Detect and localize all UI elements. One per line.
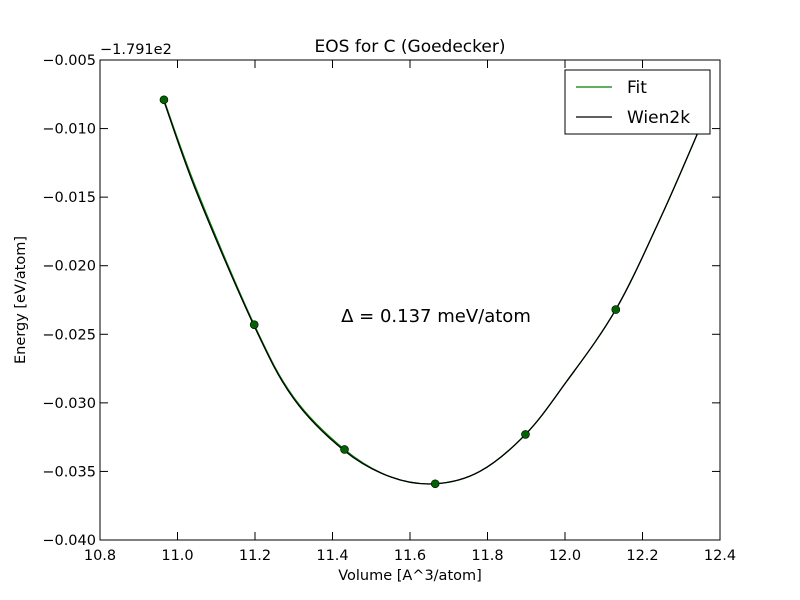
y-tick-label: −0.030	[42, 396, 96, 412]
plot-frame	[99, 59, 721, 541]
legend-box	[564, 69, 711, 135]
delta-annotation: Δ = 0.137 meV/atom	[341, 306, 531, 327]
y-tick-label: −0.025	[42, 327, 96, 343]
x-tick-label: 11.6	[394, 548, 426, 564]
legend: Fit Wien2k	[564, 69, 711, 135]
plot-area: 10.8 11.0 11.2 11.4 11.6 11.8 12.0 12.2 12.4 −0.0…	[42, 53, 736, 564]
y-tick-label: −0.040	[42, 533, 96, 549]
y-tick-label: −0.020	[42, 259, 96, 275]
x-axis-label: Volume [A^3/atom]	[338, 568, 482, 584]
y-tick-label: −0.015	[42, 190, 96, 206]
x-tick-label: 11.2	[239, 548, 271, 564]
data-point	[430, 479, 440, 489]
x-tick-label: 12.2	[626, 548, 658, 564]
data-point	[159, 95, 169, 105]
y-axis-label: Energy [eV/atom]	[13, 236, 29, 364]
x-tick-label: 11.4	[316, 548, 348, 564]
chart-title: EOS for C (Goedecker)	[315, 37, 506, 57]
data-point	[611, 305, 621, 314]
x-tick-label: 12.4	[704, 548, 736, 564]
y-offset-label: −1.791e2	[100, 42, 172, 58]
legend-label-fit: Fit	[627, 78, 647, 98]
x-tick-label: 11.0	[161, 548, 193, 564]
x-tick-label: 12.0	[549, 548, 581, 564]
x-tick-label: 10.8	[84, 548, 116, 564]
legend-label-wien2k: Wien2k	[627, 108, 690, 128]
x-tick-label: 11.8	[471, 548, 503, 564]
y-tick-label: −0.010	[42, 122, 96, 138]
y-tick-label: −0.005	[42, 53, 96, 69]
data-point	[521, 430, 530, 439]
y-tick-label: −0.035	[42, 464, 96, 480]
data-point	[340, 445, 349, 454]
data-point	[249, 320, 259, 329]
